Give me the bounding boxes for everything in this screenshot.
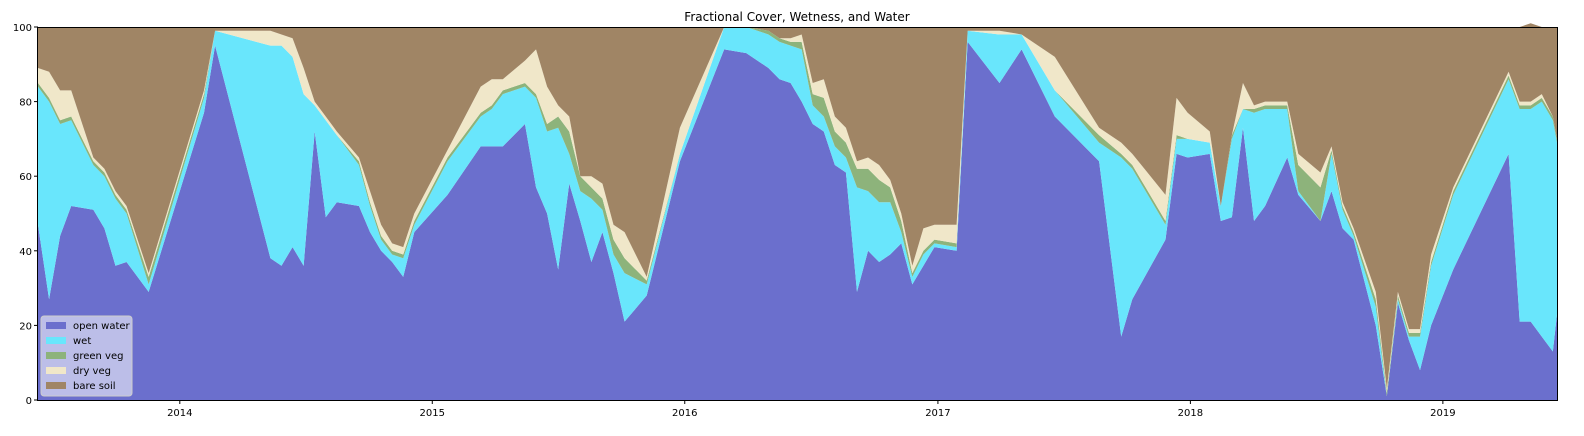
legend-box [40,315,133,397]
x-tick-label: 2019 [1430,408,1455,419]
x-tick-label: 2018 [1178,408,1203,419]
chart-title: Fractional Cover, Wetness, and Water [684,10,909,24]
legend-label: wet [73,336,91,347]
y-tick-label: 60 [19,172,32,183]
x-tick-label: 2014 [167,408,192,419]
y-tick-label: 100 [13,23,32,34]
legend-label: green veg [73,351,123,362]
y-tick-label: 80 [19,98,32,109]
legend: open water wet green veg dry veg bare soil [40,315,133,397]
legend-swatch [46,352,66,359]
area-layer [38,23,1557,401]
x-tick-label: 2015 [420,408,445,419]
area-wet [38,27,1557,397]
legend-label: bare soil [73,381,116,392]
area-dry-veg [38,27,1557,393]
area-bare-soil [38,23,1557,389]
plot-frame [37,27,1558,401]
y-tick-label: 20 [19,321,32,332]
legend-label: dry veg [73,366,111,377]
legend-swatch [46,382,66,389]
area-open-water [38,41,1557,401]
y-tick-label: 0 [26,396,32,407]
legend-swatch [46,367,66,374]
legend-swatch [46,337,66,344]
x-tick-label: 2017 [925,408,950,419]
x-tick-label: 2016 [672,408,697,419]
y-tick-label: 40 [19,247,32,258]
legend-swatch [46,322,66,329]
legend-label: open water [73,321,131,332]
